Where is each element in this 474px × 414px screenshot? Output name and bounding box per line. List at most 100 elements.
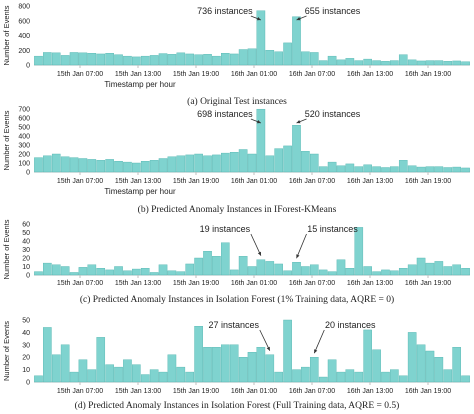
bar <box>318 269 328 276</box>
y-tick-label: 30 <box>22 247 30 254</box>
x-tick-label: 15th Jan 13:00 <box>115 71 161 78</box>
annotation-arrowhead <box>256 17 261 21</box>
bar <box>238 49 248 66</box>
x-tick-label: 15th Jan 13:00 <box>115 178 161 185</box>
x-tick-label: 15th Jan 07:00 <box>57 388 103 395</box>
bar <box>398 268 408 276</box>
bar <box>229 269 239 276</box>
bar <box>140 160 150 173</box>
y-tick-label: 60 <box>22 222 30 229</box>
bar <box>407 264 417 276</box>
bar <box>256 259 266 276</box>
bar <box>425 262 435 276</box>
bar <box>309 264 319 276</box>
bar <box>221 344 230 383</box>
bar <box>452 347 461 383</box>
bar <box>60 156 70 173</box>
bar <box>176 52 186 66</box>
y-tick-label: 20 <box>22 256 30 263</box>
bar <box>87 53 97 66</box>
bar <box>132 364 141 383</box>
bar <box>309 357 319 383</box>
y-axis-label: Number of Events <box>2 5 11 65</box>
bar <box>416 166 426 173</box>
bar <box>381 167 390 173</box>
bar <box>51 264 61 276</box>
bar <box>123 359 132 383</box>
y-tick-label: 40 <box>22 239 30 246</box>
y-tick-label: 10 <box>22 264 30 271</box>
bar <box>43 262 52 276</box>
y-tick-label: 40 <box>22 330 30 337</box>
bar <box>336 165 346 173</box>
bar <box>185 53 195 66</box>
bar <box>292 124 301 173</box>
bar <box>203 155 212 173</box>
y-tick-label: 600 <box>18 18 30 25</box>
bar <box>114 54 123 66</box>
bar <box>149 160 159 173</box>
bar <box>398 160 408 173</box>
bar <box>149 272 159 276</box>
bar <box>265 155 275 173</box>
x-tick-label: 15th Jan 07:00 <box>57 178 103 185</box>
bar <box>158 53 168 66</box>
bar <box>140 268 150 276</box>
y-tick-label: 0 <box>26 170 30 177</box>
bar <box>327 55 337 66</box>
bar <box>149 369 159 383</box>
x-tick-label: 15th Jan 19:00 <box>173 388 219 395</box>
bar <box>372 349 381 383</box>
bar <box>229 344 239 383</box>
bar <box>221 152 230 173</box>
y-tick-label: 50 <box>22 230 30 237</box>
bar <box>105 159 114 173</box>
bar <box>407 59 417 66</box>
y-tick-label: 600 <box>18 116 30 123</box>
bar <box>327 359 337 383</box>
y-tick-label: 20 <box>22 355 30 362</box>
x-tick-label: 16th Jan 13:00 <box>347 178 393 185</box>
annotation-arrow <box>259 329 271 351</box>
annotation-label: 15 instances <box>307 224 358 234</box>
bar <box>78 158 88 173</box>
x-tick-label: 16th Jan 13:00 <box>347 280 393 287</box>
bar <box>69 157 79 173</box>
bar <box>443 369 453 383</box>
bar <box>256 347 266 383</box>
bar <box>114 366 123 383</box>
bar <box>132 162 141 173</box>
bar <box>327 271 337 276</box>
bar <box>416 344 426 383</box>
bar <box>105 269 114 276</box>
bar <box>212 347 221 383</box>
bar <box>87 369 97 383</box>
bar <box>363 329 372 383</box>
bar <box>238 357 248 383</box>
bar <box>167 54 177 66</box>
bar <box>43 155 52 173</box>
bar <box>425 166 435 173</box>
bar <box>34 375 43 383</box>
bar <box>309 52 319 66</box>
bar <box>345 163 355 173</box>
bar <box>398 375 408 383</box>
bar <box>318 376 328 383</box>
bar <box>398 54 408 66</box>
x-tick-label: 16th Jan 07:00 <box>289 280 335 287</box>
bar <box>354 60 364 66</box>
bar <box>247 266 257 276</box>
x-tick-label: 15th Jan 19:00 <box>173 280 219 287</box>
bar <box>212 55 221 66</box>
bar <box>43 327 52 383</box>
bar <box>265 354 275 383</box>
bar <box>283 319 292 383</box>
bar <box>292 369 301 383</box>
annotation-arrowhead <box>296 17 301 21</box>
bar <box>229 151 239 173</box>
bar <box>407 165 417 173</box>
bar <box>443 266 453 276</box>
bar <box>51 354 61 383</box>
bar <box>247 352 257 383</box>
bar <box>265 50 275 66</box>
